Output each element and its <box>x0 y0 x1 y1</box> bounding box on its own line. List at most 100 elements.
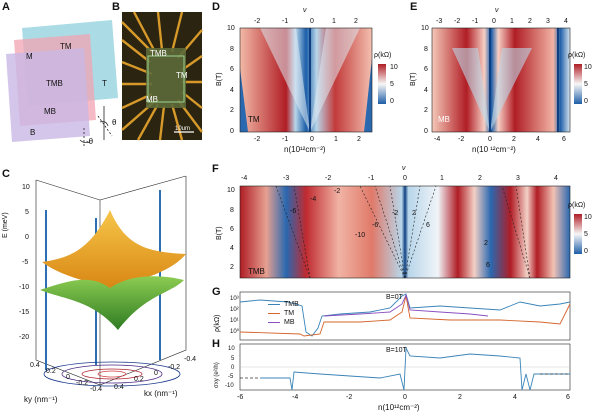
h-xtick-4: 2 <box>458 394 462 401</box>
d-ytick-5: 10 <box>227 25 235 32</box>
f-cbar-tick-0: 10 <box>584 214 592 221</box>
f-nutick-7: 3 <box>516 175 520 182</box>
e-nutick-1: -2 <box>454 18 461 25</box>
f-annot-0: -2 <box>334 188 341 195</box>
h-ytick-4: -10 <box>225 383 234 389</box>
h-xtick-6: 6 <box>566 394 570 401</box>
f-annot-4: -6 <box>372 222 379 229</box>
panel-g-ylabel: ρ(kΩ) <box>214 314 221 332</box>
f-nutick-6: 2 <box>478 175 482 182</box>
panel-h-ylabel: σxy (e²/h) <box>214 362 220 388</box>
f-nutick-1: -3 <box>283 175 290 182</box>
d-nutick-4: 2 <box>354 18 358 25</box>
e-ytick-4: 8 <box>424 46 428 53</box>
f-ytick-0: 2 <box>230 264 234 271</box>
c-kxtick-0: 0.4 <box>114 384 124 391</box>
e-xtick-2: 0 <box>488 136 492 143</box>
h-ytick-0: 10 <box>228 346 235 352</box>
layer-m: M <box>26 52 33 61</box>
f-annot-5: -2 <box>392 210 399 217</box>
d-cbar-tick-0: 10 <box>390 64 398 71</box>
e-xtick-4: 4 <box>536 136 540 143</box>
d-nutick-1: -1 <box>282 18 289 25</box>
e-cbar-tick-1: 5 <box>584 81 588 88</box>
c-ytick-5: -15 <box>19 309 30 316</box>
e-ytick-5: 10 <box>421 25 429 32</box>
g-ytick-0: 10³ <box>230 296 239 302</box>
c-kytick-4: -0.4 <box>90 386 103 393</box>
panel-f-nu: ν <box>402 165 406 172</box>
d-nutick-3: 1 <box>332 18 336 25</box>
device-tmb: TMB <box>150 49 167 58</box>
panel-f-ylabel: B(T) <box>216 226 223 240</box>
f-ytick-3: 8 <box>230 207 234 214</box>
panel-e-ylabel: B(T) <box>410 72 417 86</box>
panel-d-label: D <box>212 1 220 13</box>
f-cbar-tick-2: 0 <box>584 248 588 255</box>
f-ytick-1: 4 <box>230 245 234 252</box>
scale-bar-label: 10um <box>175 126 191 132</box>
f-ytick-2: 6 <box>230 226 234 233</box>
panel-d-tag: TM <box>248 115 260 124</box>
panel-d-xlabel: n(10¹²cm⁻²) <box>284 145 326 154</box>
g-ytick-3: 10⁰ <box>230 329 240 335</box>
h-ytick-2: 0 <box>231 365 235 371</box>
h-ytick-3: -5 <box>228 374 234 380</box>
layer-b: B <box>30 128 36 137</box>
e-nutick-6: 3 <box>546 18 550 25</box>
c-kxtick-2: 0 <box>154 370 158 377</box>
panel-c-kxlabel: kx (nm⁻¹) <box>144 389 178 398</box>
h-ytick-1: 5 <box>231 356 235 362</box>
e-cbar-tick-2: 0 <box>584 98 588 105</box>
panel-d-cbar-label: ρ(kΩ) <box>374 52 392 59</box>
f-nutick-8: 4 <box>554 175 558 182</box>
panel-f-label: F <box>212 163 219 175</box>
panel-e-cbar-label: ρ(kΩ) <box>568 52 586 59</box>
f-annot-1: -4 <box>310 196 317 203</box>
f-annot-7: 6 <box>426 222 430 229</box>
h-xtick-5: 4 <box>513 394 517 401</box>
angle-theta: θ <box>112 118 117 127</box>
legend-mb-swatch <box>268 322 280 323</box>
c-ytick-0: 10 <box>22 184 30 191</box>
d-ytick-0: 0 <box>230 128 234 135</box>
c-kytick-1: 0.2 <box>46 368 56 375</box>
d-ytick-2: 4 <box>230 87 234 94</box>
e-ytick-1: 2 <box>424 107 428 114</box>
panel-c-band-structure <box>35 175 187 387</box>
f-cbar-tick-1: 5 <box>584 231 588 238</box>
panel-a-layer-diagram <box>6 20 118 146</box>
d-xtick-3: 1 <box>334 136 338 143</box>
d-nutick-0: -2 <box>254 18 261 25</box>
h-xtick-3: 0 <box>403 394 407 401</box>
e-ytick-3: 6 <box>424 66 428 73</box>
legend-tmb-swatch <box>268 304 280 305</box>
e-cbar-tick-0: 10 <box>584 64 592 71</box>
e-nutick-0: -3 <box>436 18 443 25</box>
layer-tm: TM <box>60 42 72 51</box>
legend-tm: TM <box>284 310 295 317</box>
panel-d-ylabel: B(T) <box>216 72 223 86</box>
h-xtick-1: -4 <box>292 394 299 401</box>
f-ytick-4: 10 <box>227 187 235 194</box>
panel-f-tag: TMB <box>248 267 265 276</box>
d-cbar-tick-2: 0 <box>390 98 394 105</box>
d-xtick-4: 2 <box>357 136 361 143</box>
layer-mb: MB <box>44 107 56 116</box>
h-xtick-0: -6 <box>237 394 244 401</box>
panel-f-colorbar <box>574 214 582 254</box>
c-kytick-2: 0 <box>66 374 70 381</box>
panel-h-condition: B=10T <box>386 347 407 354</box>
c-kytick-0: 0.4 <box>30 362 40 369</box>
f-annot-6: 2 <box>412 210 416 217</box>
e-ytick-2: 4 <box>424 87 428 94</box>
panel-f-cbar-label: ρ(kΩ) <box>568 202 586 209</box>
panel-e-nu: ν <box>495 7 499 14</box>
e-ytick-0: 0 <box>424 128 428 135</box>
g-ytick-1: 10² <box>230 307 239 313</box>
legend-tmb: TMB <box>284 301 299 308</box>
panel-c-kylabel: ky (nm⁻¹) <box>24 395 58 404</box>
e-nutick-2: -1 <box>472 18 479 25</box>
panel-h-xlabel: n(10¹²cm⁻²) <box>378 403 420 412</box>
c-ytick-4: -10 <box>19 284 30 291</box>
